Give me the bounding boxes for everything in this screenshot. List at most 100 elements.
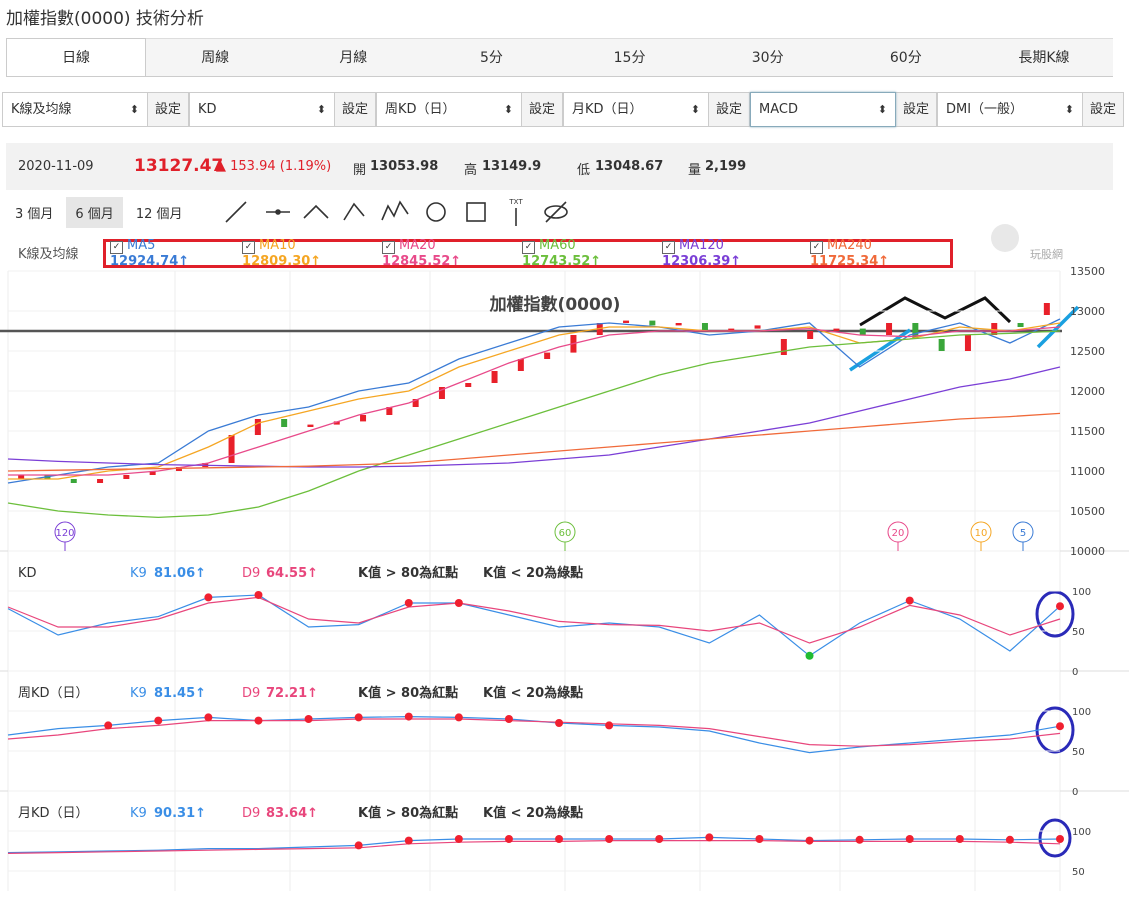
tool-hide[interactable] (544, 201, 568, 223)
tool-angle[interactable] (303, 204, 329, 219)
tool-circle[interactable] (426, 202, 446, 222)
legend-value: 90.31↑ (154, 806, 206, 821)
kd-dot (254, 591, 263, 599)
select-box[interactable]: K線及均線 (2, 92, 148, 127)
settings-button[interactable]: 設定 (148, 92, 189, 127)
line (7, 596, 1061, 644)
kd-dot (404, 712, 413, 721)
y-tick-label: 12000 (1070, 385, 1105, 398)
legend-name: D9 (242, 806, 260, 821)
select-box[interactable]: 月KD（日） (563, 92, 709, 127)
kd-dot (154, 716, 163, 725)
kd-dot (454, 599, 463, 607)
kd-dot (905, 835, 914, 843)
ma-item: ✓ MA20 12845.52↑ (382, 238, 514, 269)
tool-abc[interactable] (343, 202, 365, 221)
low-label: 低 (577, 163, 591, 178)
checkbox[interactable]: ✓ (242, 241, 256, 254)
y-tick-label: 0 (1072, 667, 1078, 678)
candle (254, 419, 261, 435)
checkbox[interactable]: ✓ (662, 241, 676, 254)
range-button[interactable]: 12 個月 (135, 207, 183, 222)
high-label: 高 (464, 163, 478, 178)
legend-name: K9 (130, 686, 147, 701)
price: 13127.47 (134, 156, 224, 176)
page-title: 加權指數(0000) 技術分析 (6, 9, 204, 29)
y-tick-label: 12500 (1070, 345, 1105, 358)
y-tick-label: 13500 (1070, 265, 1105, 278)
ma-name: MA10 (259, 238, 296, 253)
highlight-circle (1035, 706, 1075, 754)
select-box[interactable]: MACD (750, 92, 896, 127)
range-button[interactable]: 3 個月 (15, 207, 54, 222)
tabs: 日線 周線 月線 5分 15分 30分 60分 長期K線 (6, 38, 1113, 77)
tab[interactable]: 日線 (6, 38, 147, 76)
kd-dot (755, 835, 764, 843)
kd-dot (254, 716, 263, 725)
kd-dot (204, 713, 213, 722)
tool-rect[interactable] (466, 202, 486, 222)
kd-dot (354, 841, 363, 850)
panel-title: KD (18, 566, 37, 581)
selectors: K線及均線設定KD設定周KD（日）設定月KD（日）設定MACD設定DMI（一般）… (2, 92, 1124, 127)
candle (281, 419, 288, 427)
marker-label: 120 (55, 528, 74, 539)
marker (887, 521, 909, 543)
tab[interactable]: 30分 (698, 38, 837, 76)
kd-dot (304, 715, 313, 723)
settings-button[interactable]: 設定 (1083, 92, 1124, 127)
settings-button[interactable]: 設定 (522, 92, 563, 127)
checkbox[interactable]: ✓ (382, 241, 396, 254)
tab[interactable]: 周線 (146, 38, 285, 76)
settings-button[interactable]: 設定 (709, 92, 750, 127)
candle (728, 328, 735, 331)
select-box[interactable]: 周KD（日） (376, 92, 522, 127)
line (8, 326, 1061, 476)
checkbox[interactable]: ✓ (810, 241, 824, 254)
candle (97, 479, 104, 483)
tab[interactable]: 60分 (836, 38, 975, 76)
candle (70, 479, 77, 483)
candle (412, 399, 419, 407)
checkbox[interactable]: ✓ (110, 241, 123, 254)
legend-value: 64.55↑ (266, 566, 318, 581)
tool-hline[interactable] (266, 209, 290, 215)
toolbar: TXT (225, 198, 568, 226)
y-tick-label: 0 (1072, 787, 1078, 798)
panel-title: 月KD（日） (18, 806, 89, 821)
kd-dot (1056, 602, 1064, 611)
change: ▲ 153.94 (1.19%) (216, 159, 332, 174)
select-box[interactable]: DMI（一般） (937, 92, 1083, 127)
selector: KD設定 (189, 92, 376, 127)
tool-line[interactable] (225, 201, 247, 223)
ma-value: 12809.30↑ (242, 254, 322, 269)
candle (333, 421, 340, 425)
candle (807, 331, 814, 339)
ma-name: MA60 (539, 238, 576, 253)
checkbox[interactable]: ✓ (522, 241, 536, 254)
range-button[interactable]: 6 個月 (66, 197, 123, 228)
tab[interactable]: 5分 (422, 38, 561, 76)
marker-label: 10 (975, 528, 988, 539)
tab[interactable]: 15分 (560, 38, 699, 76)
tool-wave[interactable] (381, 200, 409, 221)
y-tick-label: 100 (1072, 587, 1091, 598)
tab[interactable]: 長期K線 (974, 38, 1113, 76)
candle (149, 471, 156, 475)
select-box[interactable]: KD (189, 92, 335, 127)
note: K值 < 20為綠點 (483, 805, 583, 821)
ma-name: MA5 (127, 238, 156, 253)
candle (360, 415, 367, 422)
ma-value: 12743.52↑ (522, 254, 602, 269)
line (7, 412, 1061, 472)
settings-button[interactable]: 設定 (335, 92, 376, 127)
logo: 玩股網 (1030, 247, 1063, 261)
tab[interactable]: 月線 (284, 38, 423, 76)
candle (623, 320, 630, 323)
ma-legend: ✓ MA5 12924.74↑ ✓ MA10 12809.30↑ ✓ MA20 12845… (103, 238, 953, 269)
settings-button[interactable]: 設定 (896, 92, 937, 127)
marker (970, 521, 992, 543)
kd-dot (1056, 835, 1064, 843)
y-tick-label: 10500 (1070, 505, 1105, 518)
candle (886, 323, 893, 335)
